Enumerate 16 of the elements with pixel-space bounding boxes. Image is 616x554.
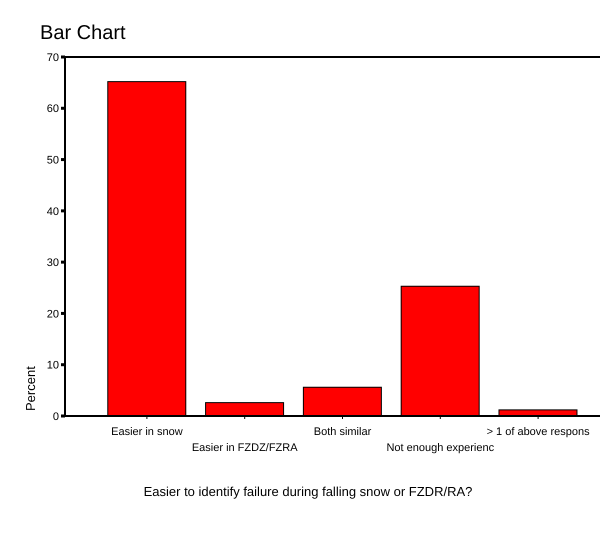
- x-tick-label: Easier in FZDZ/FZRA: [192, 442, 298, 454]
- y-tick-label: 0: [52, 410, 59, 423]
- x-tick-label: > 1 of above respons: [486, 426, 590, 438]
- y-tick-label: 30: [46, 257, 59, 270]
- y-axis-title: Percent: [23, 366, 38, 411]
- y-tick-label: 50: [46, 154, 59, 166]
- x-axis-title: Easier to identify failure during falling snow or FZDR/RA?: [142, 484, 474, 499]
- y-tick-label: 60: [46, 103, 59, 116]
- chart-title: Bar Chart: [40, 22, 126, 45]
- x-tick-label: Easier in snow: [111, 426, 183, 438]
- y-tick-label: 70: [46, 52, 59, 64]
- x-tick-label: Not enough experienc: [386, 442, 495, 454]
- x-tick-label: Both similar: [314, 426, 372, 438]
- y-tick-label: 10: [46, 360, 59, 372]
- y-tick-label: 40: [46, 206, 59, 218]
- y-tick-label: 20: [46, 308, 59, 320]
